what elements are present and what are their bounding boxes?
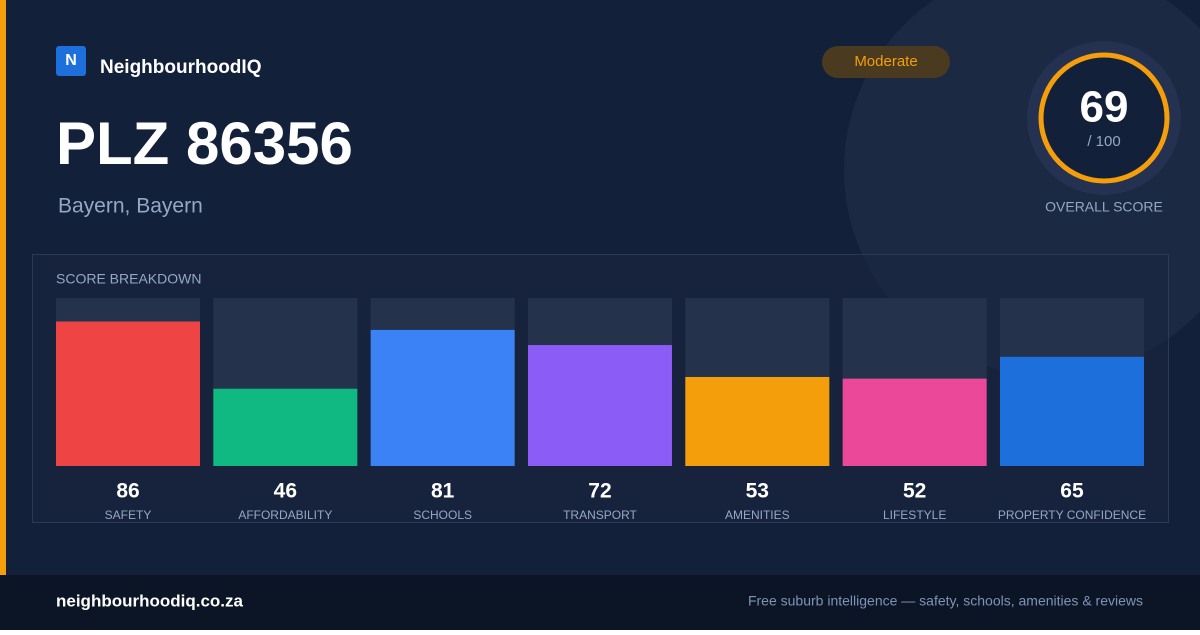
value-label: 46 <box>274 480 297 503</box>
subtitle: Bayern, Bayern <box>58 195 203 218</box>
value-label: 72 <box>588 480 611 503</box>
bar <box>56 321 200 466</box>
logo: N <box>65 52 77 69</box>
bar <box>842 378 987 466</box>
badge: Moderate <box>854 53 917 70</box>
bar <box>999 356 1144 466</box>
accent-stripe <box>0 0 6 575</box>
value-label: 86 <box>116 480 139 503</box>
category-label: AMENITIES <box>725 508 790 522</box>
bar <box>685 376 830 466</box>
title: PLZ 86356 <box>56 110 353 177</box>
footer-site: neighbourhoodiq.co.za <box>56 591 244 610</box>
bar <box>370 329 515 466</box>
category-label: LIFESTYLE <box>883 508 946 522</box>
badge-box <box>822 46 950 78</box>
value-label: 81 <box>431 480 455 503</box>
bar <box>527 345 672 466</box>
logo-box <box>56 46 86 76</box>
footer-band <box>0 575 1200 630</box>
category-label: SCHOOLS <box>413 508 472 522</box>
bar <box>213 388 358 466</box>
overall-score: 69 <box>1080 83 1129 132</box>
chart-title: SCORE BREAKDOWN <box>56 271 201 287</box>
score-ring <box>1038 52 1170 184</box>
category-label: AFFORDABILITY <box>238 508 332 522</box>
value-label: 53 <box>746 480 769 503</box>
category-label: TRANSPORT <box>563 508 637 522</box>
overall-label: OVERALL SCORE <box>1045 199 1163 215</box>
category-label: PROPERTY CONFIDENCE <box>998 508 1146 522</box>
category-label: SAFETY <box>105 508 152 522</box>
brand-name: NeighbourhoodIQ <box>100 57 261 78</box>
footer-tagline: Free suburb intelligence — safety, schoo… <box>748 593 1143 609</box>
value-label: 65 <box>1060 480 1084 503</box>
overall-max: / 100 <box>1087 133 1120 150</box>
value-label: 52 <box>903 480 926 503</box>
